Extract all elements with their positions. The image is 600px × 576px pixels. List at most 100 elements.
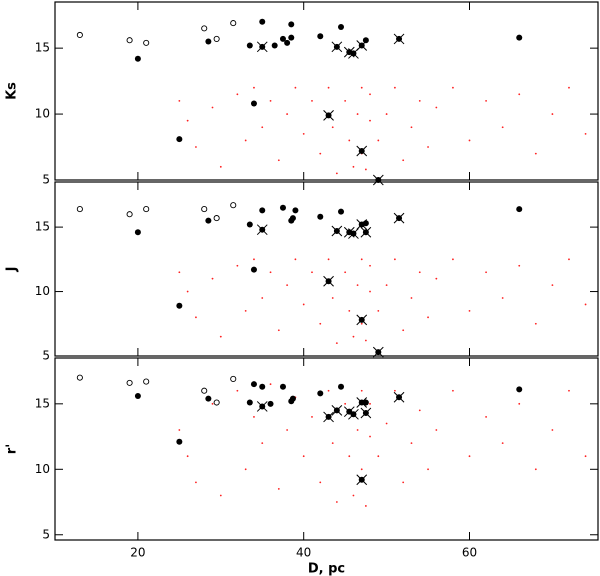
data-point <box>286 429 289 431</box>
data-point <box>134 392 141 399</box>
data-point <box>360 389 363 392</box>
data-point <box>294 86 297 89</box>
data-point <box>311 271 313 274</box>
dot <box>327 258 330 261</box>
open-circle <box>126 37 133 44</box>
data-point <box>261 297 264 299</box>
open-circle <box>143 39 150 46</box>
dot <box>327 389 330 392</box>
dot <box>385 422 388 425</box>
data-point <box>335 172 338 175</box>
dot <box>335 501 338 503</box>
filled-circle <box>279 383 286 390</box>
data-point <box>534 322 537 325</box>
dot <box>435 429 438 431</box>
data-point <box>178 271 181 274</box>
dot <box>344 271 347 274</box>
data-point <box>76 206 83 213</box>
open-circle <box>201 387 208 394</box>
dot <box>402 159 405 162</box>
data-point <box>348 139 351 142</box>
dot <box>418 99 421 102</box>
panel-frame <box>54 1 599 181</box>
data-point <box>288 34 295 41</box>
data-point <box>485 416 487 418</box>
data-point <box>385 422 388 425</box>
data-point <box>219 335 222 338</box>
data-point <box>348 228 359 239</box>
data-point <box>568 258 570 261</box>
data-point <box>250 381 257 388</box>
filled-circle <box>289 215 296 222</box>
dot <box>518 402 521 405</box>
dot <box>393 86 396 89</box>
data-point <box>356 145 368 157</box>
dot <box>584 455 587 458</box>
filled-circle <box>176 302 183 309</box>
data-point <box>377 139 380 142</box>
dot <box>369 402 371 405</box>
dot <box>369 435 371 438</box>
cross <box>356 219 368 230</box>
data-point <box>292 207 299 214</box>
data-point <box>551 429 554 431</box>
data-point <box>344 271 347 274</box>
dot <box>244 139 247 142</box>
y-tick-label: 5 <box>42 527 50 541</box>
data-point <box>360 258 363 261</box>
data-point <box>143 206 150 213</box>
dot <box>335 172 338 175</box>
data-point <box>356 429 359 431</box>
dot <box>452 389 454 392</box>
dot <box>427 146 429 148</box>
dot <box>356 429 359 431</box>
filled-circle <box>288 34 295 41</box>
data-point <box>259 207 266 214</box>
data-point <box>364 339 367 342</box>
data-point <box>323 110 334 121</box>
data-point <box>435 277 438 280</box>
data-point <box>485 271 487 274</box>
data-point <box>335 342 338 345</box>
dot <box>261 126 264 129</box>
cross <box>393 33 405 45</box>
dot <box>369 264 371 267</box>
dot <box>302 455 305 458</box>
data-point <box>356 219 368 230</box>
dot <box>344 402 347 405</box>
y-tick-label: 10 <box>35 284 50 298</box>
y-axis-label: r' <box>5 444 20 454</box>
data-point <box>195 481 197 484</box>
data-point <box>277 488 280 490</box>
data-point <box>134 229 141 236</box>
dot <box>402 481 405 484</box>
data-point <box>584 132 587 135</box>
data-point <box>289 395 296 402</box>
filled-circle <box>362 37 369 44</box>
data-point <box>323 275 334 287</box>
data-point <box>76 374 83 381</box>
data-point <box>360 407 372 419</box>
filled-circle <box>317 390 324 397</box>
dot <box>468 455 471 458</box>
filled-circle <box>246 42 253 49</box>
data-point <box>551 113 554 115</box>
dot <box>244 309 247 312</box>
dot <box>377 455 380 458</box>
open-circle <box>126 379 133 386</box>
open-circle <box>213 215 220 222</box>
data-point <box>418 409 421 412</box>
dot <box>186 290 189 293</box>
data-point <box>551 284 554 287</box>
data-point <box>338 24 345 31</box>
data-point <box>348 408 359 420</box>
data-point <box>230 375 237 382</box>
dot <box>327 86 330 89</box>
data-point <box>356 40 368 51</box>
data-point <box>219 494 222 497</box>
dot <box>286 113 289 115</box>
open-circle <box>230 202 237 209</box>
data-point <box>377 309 380 312</box>
data-point <box>195 316 197 319</box>
data-point <box>501 442 504 445</box>
